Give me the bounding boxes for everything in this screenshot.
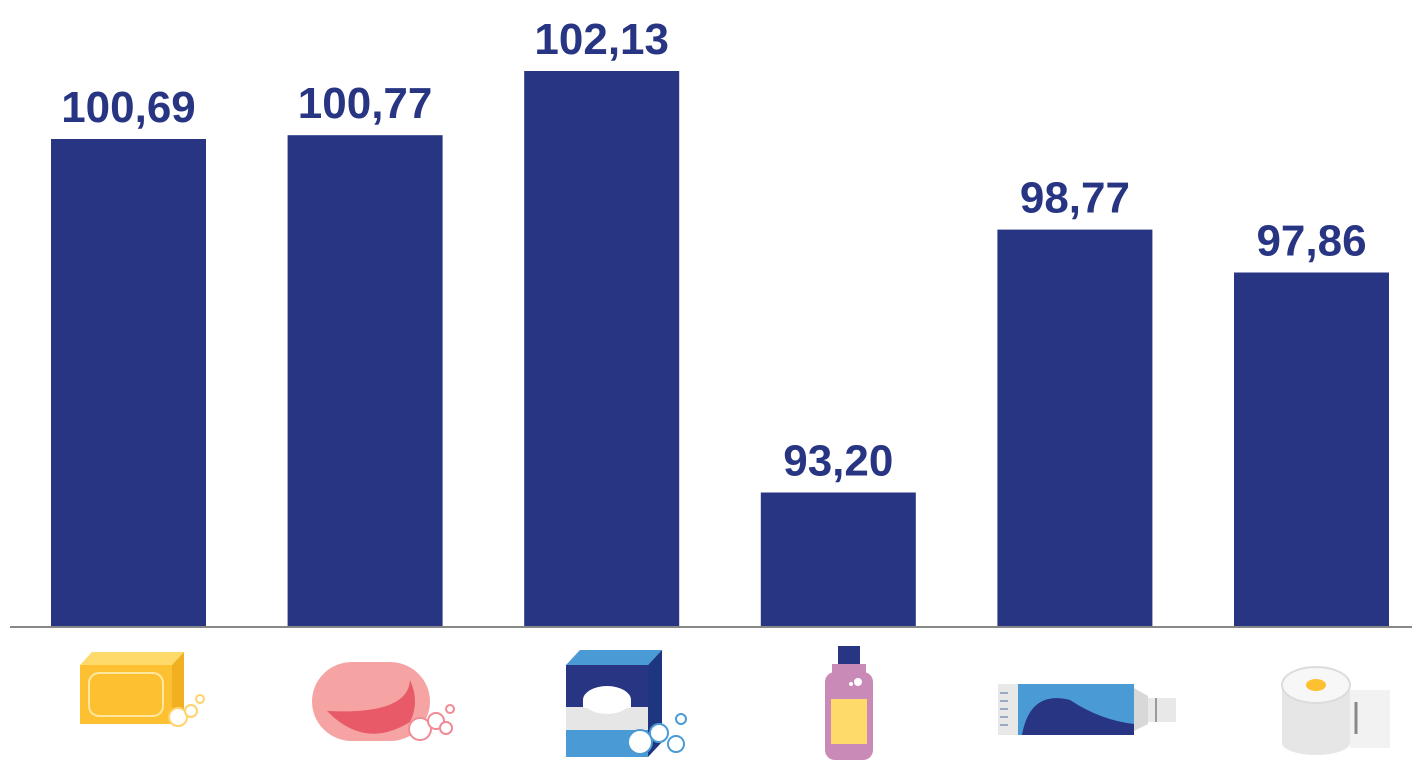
value-label-bar-soap-icon: 100,69	[61, 83, 196, 132]
value-label-shampoo-bottle-icon: 93,20	[783, 437, 893, 486]
value-labels-group: 100,69 100,77 102,13 93,20 98,77 97,86	[61, 15, 1366, 486]
toothpaste-tube-icon	[998, 684, 1176, 735]
bar-toilet-paper-icon	[1234, 272, 1389, 627]
value-label-toothpaste-tube-icon: 98,77	[1020, 174, 1130, 223]
bar-bar-soap-icon	[51, 139, 206, 627]
bars-group	[51, 71, 1389, 627]
bar-detergent-box-icon	[524, 71, 680, 627]
bar-soap-icon	[80, 652, 205, 727]
pink-soap-icon	[312, 662, 455, 741]
value-label-toilet-paper-icon: 97,86	[1256, 217, 1366, 266]
value-label-detergent-box-icon: 102,13	[534, 15, 669, 64]
bar-pink-soap-icon	[287, 135, 443, 627]
value-label-pink-soap-icon: 100,77	[298, 79, 433, 128]
detergent-box-icon	[566, 650, 687, 757]
bar-toothpaste-tube-icon	[997, 229, 1153, 627]
toilet-paper-icon	[1281, 666, 1390, 755]
bar-shampoo-bottle-icon	[760, 492, 916, 627]
shampoo-bottle-icon	[825, 646, 873, 760]
